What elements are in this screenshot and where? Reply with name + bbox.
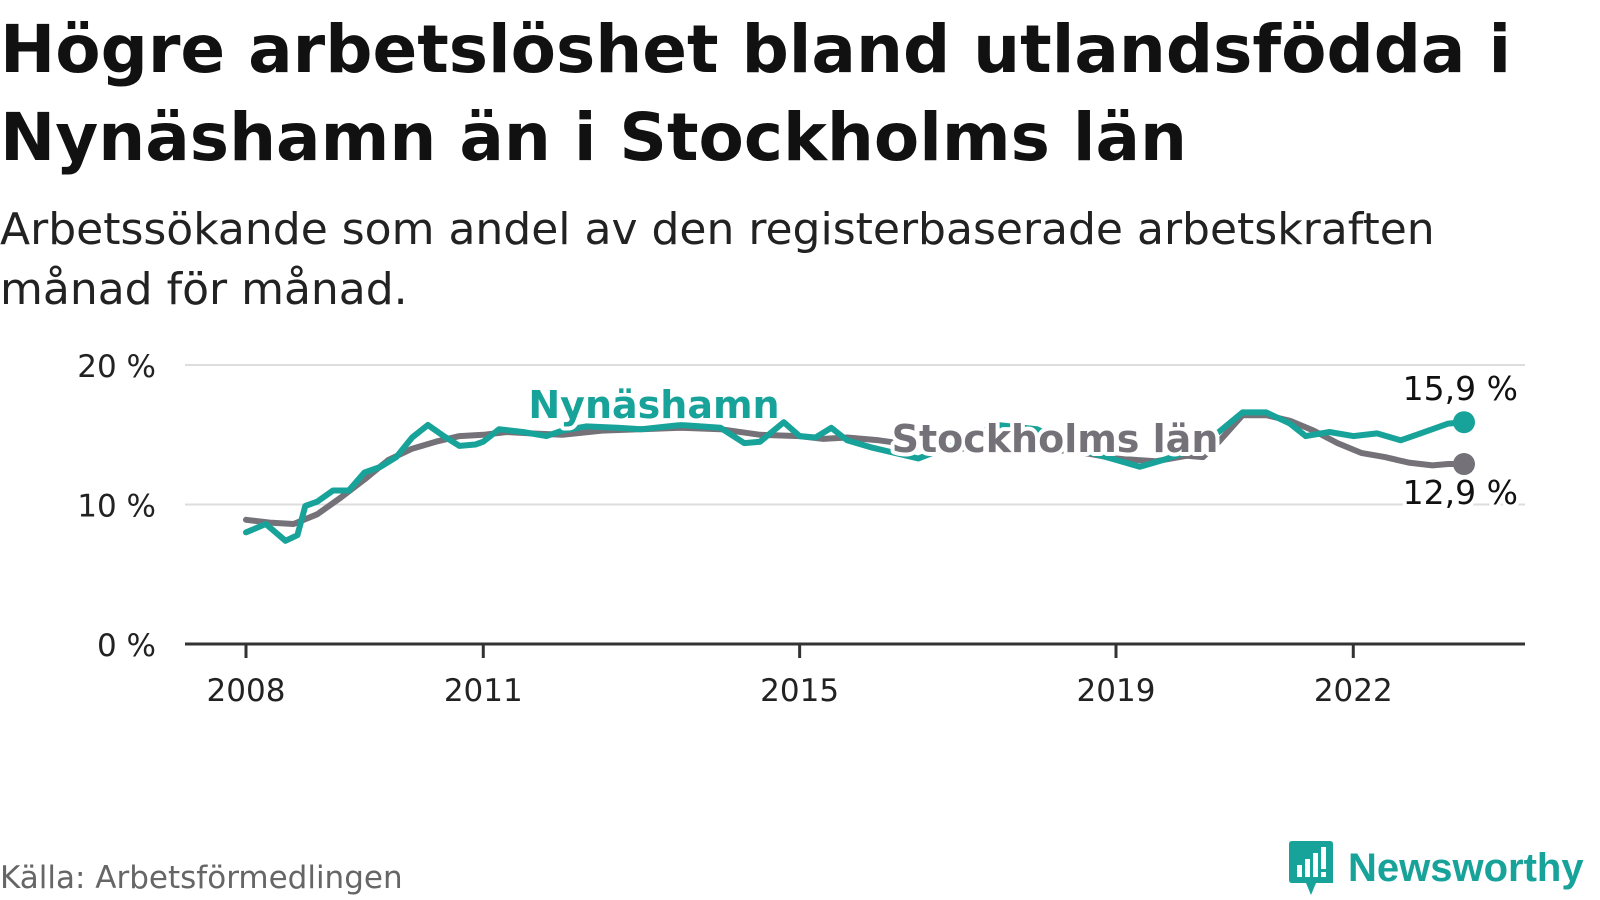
brand-name: Newsworthy (1348, 845, 1584, 890)
series-line-stockholm (243, 412, 1467, 527)
end-label-nynashamn: 15,9 % (1403, 369, 1518, 408)
series-label-nynashamn: Nynäshamn (528, 383, 779, 427)
chart-subtitle: Arbetssökande som andel av den registerb… (0, 204, 1435, 315)
series-label-stockholm-halo: Stockholms län (892, 417, 1219, 461)
x-tick-label: 2022 (1314, 673, 1393, 709)
chart-title: Högre arbetslöshet bland utlandsfödda i … (0, 11, 1512, 176)
end-point-nynashamn (1453, 411, 1475, 434)
x-tick-label: 2008 (207, 673, 286, 709)
y-tick-label: 20 % (77, 349, 156, 385)
y-tick-label: 0 % (97, 628, 156, 664)
y-tick-label: 10 % (77, 489, 156, 525)
end-label-stockholm-halo: 12,9 % (1403, 473, 1518, 512)
series-label-nynashamn-halo: Nynäshamn (528, 383, 779, 427)
series-line-nynashamn (243, 409, 1467, 544)
series-lines (243, 409, 1475, 544)
newsworthy-logo[interactable]: Newsworthy (1288, 841, 1584, 895)
source-note: Källa: Arbetsförmedlingen (0, 860, 403, 896)
newsworthy-logo-icon (1289, 841, 1333, 895)
series-label-stockholm: Stockholms län (892, 417, 1219, 461)
end-point-stockholm (1453, 453, 1475, 476)
end-label-stockholm: 12,9 % (1403, 473, 1518, 512)
x-tick-label: 2015 (760, 673, 839, 709)
end-label-nynashamn-halo: 15,9 % (1403, 369, 1518, 408)
x-tick-label: 2019 (1077, 673, 1156, 709)
x-tick-label: 2011 (444, 673, 523, 709)
axes: 0 % 10 % 20 % 2008 2011 2015 2019 2022 (77, 349, 1525, 709)
gridlines (185, 364, 1525, 506)
